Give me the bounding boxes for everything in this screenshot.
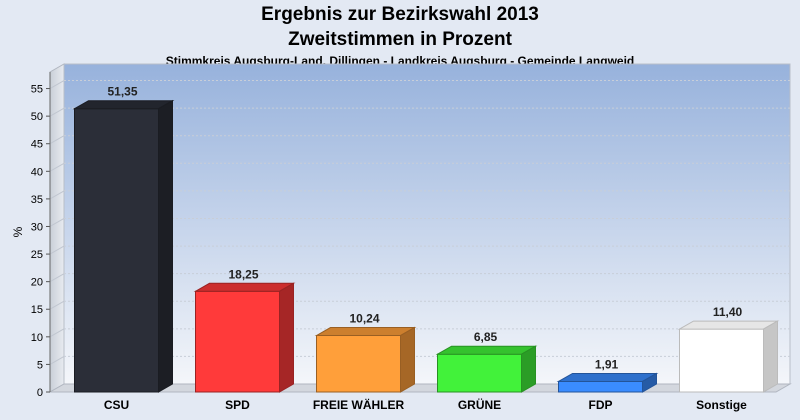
bar-side xyxy=(763,320,778,393)
bar-sonstige xyxy=(677,320,780,393)
grid-line-side xyxy=(49,190,65,200)
bar-front xyxy=(195,290,280,393)
y-tick-label: 50 xyxy=(31,111,43,123)
data-label: 51,35 xyxy=(107,85,137,99)
bar-top xyxy=(677,320,780,330)
bar-csu xyxy=(72,99,175,393)
data-label: 10,24 xyxy=(349,312,379,326)
grid-line-side xyxy=(49,218,65,227)
grid-line-side xyxy=(49,162,65,172)
grid-line-side xyxy=(49,355,65,365)
data-label: 1,91 xyxy=(595,357,619,371)
bar-top xyxy=(72,100,175,110)
y-axis-label: % xyxy=(11,226,25,237)
bar-front xyxy=(74,108,159,393)
bar-side xyxy=(279,282,294,393)
bar-top xyxy=(435,345,538,355)
y-tick-label: 5 xyxy=(37,359,43,371)
grid-line-side xyxy=(49,328,65,338)
bar-spd xyxy=(193,282,296,393)
bar-side xyxy=(521,345,536,393)
x-tick-label: SPD xyxy=(225,398,250,412)
bar-top xyxy=(556,372,659,382)
chart-title-line2: Zweitstimmen in Prozent xyxy=(288,29,512,50)
grid-line-side xyxy=(49,135,65,145)
y-tick-label: 20 xyxy=(31,277,43,289)
side-wall xyxy=(49,63,65,393)
bar-front xyxy=(316,335,401,393)
bar-side xyxy=(642,372,657,393)
grid-line-side xyxy=(49,107,65,117)
data-label: 18,25 xyxy=(228,267,258,281)
x-tick-label: CSU xyxy=(104,398,129,412)
x-tick-label: FDP xyxy=(589,398,613,412)
grid-line-side xyxy=(49,80,65,89)
data-label: 11,40 xyxy=(713,305,743,319)
bar-top xyxy=(193,282,296,292)
x-tick-label: Sonstige xyxy=(696,398,747,412)
bar-top xyxy=(314,327,417,337)
y-tick-label: 30 xyxy=(31,221,43,233)
y-tick-label: 10 xyxy=(31,332,43,344)
chart-labels: 51,35 CSU 18,25 SPD 10,24 FREIE WÄHLER 6,85 GRÜ… xyxy=(104,85,747,412)
bar-front xyxy=(437,353,522,393)
bar-gr-ne xyxy=(435,345,538,393)
grid-line-side xyxy=(49,273,65,283)
x-tick-label: GRÜNE xyxy=(458,397,501,412)
plot-area xyxy=(63,63,791,385)
y-tick-label: 0 xyxy=(37,387,43,399)
bar-side xyxy=(400,326,415,393)
y-tick-label: 55 xyxy=(31,84,43,96)
y-tick-label: 15 xyxy=(31,304,43,316)
bar-front xyxy=(679,328,764,393)
bar-freie-w-hler xyxy=(314,326,417,393)
y-tick-label: 40 xyxy=(31,166,43,178)
chart-bars xyxy=(72,99,780,393)
y-tick-label: 35 xyxy=(31,194,43,206)
x-tick-label: FREIE WÄHLER xyxy=(313,397,405,412)
bar-front xyxy=(558,380,643,393)
data-label: 6,85 xyxy=(474,330,498,344)
y-tick-label: 25 xyxy=(31,249,43,261)
grid-line-side xyxy=(49,245,65,255)
y-tick-label: 45 xyxy=(31,139,43,151)
bar-side xyxy=(158,99,173,393)
bar-fdp xyxy=(556,372,659,393)
chart-title: Ergebnis zur Bezirkswahl 2013 xyxy=(261,4,539,25)
grid-line-side xyxy=(49,300,65,310)
